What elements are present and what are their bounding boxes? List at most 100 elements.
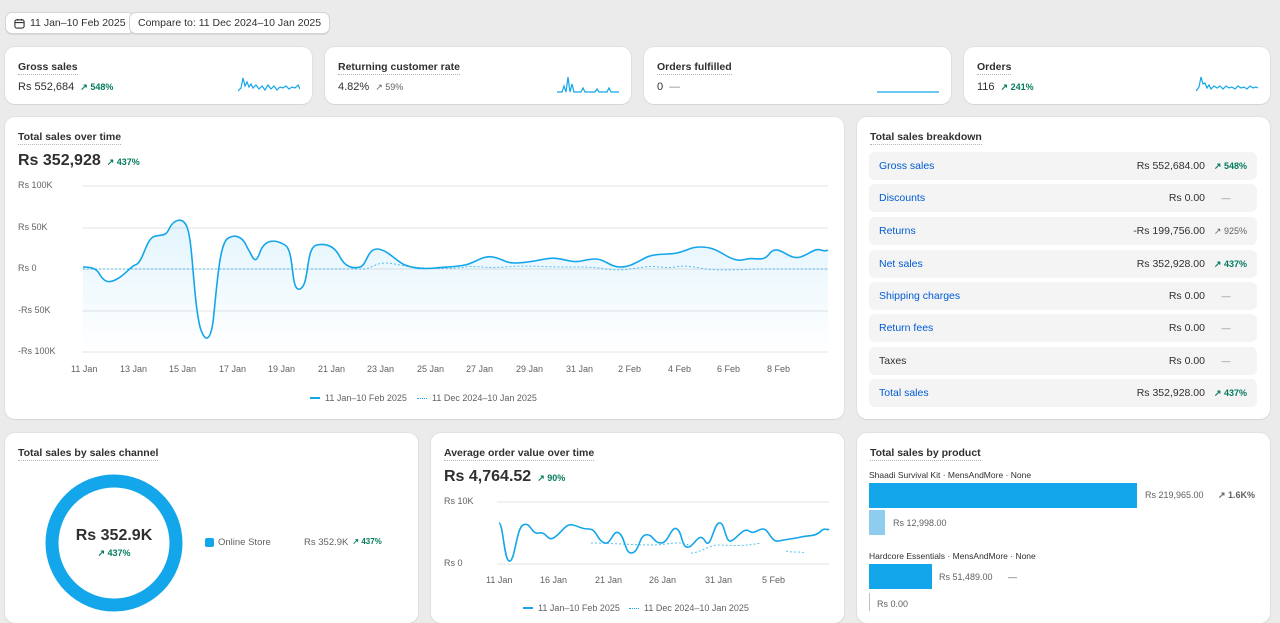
x-tick: 16 Jan: [540, 575, 568, 585]
card-title: Total sales over time: [18, 131, 122, 145]
kpi-change: ↗ 241%: [1000, 81, 1034, 92]
x-tick: 2 Feb: [618, 364, 642, 374]
breakdown-link[interactable]: Total sales: [879, 387, 929, 399]
breakdown-link[interactable]: Returns: [879, 225, 916, 237]
breakdown-link[interactable]: Return fees: [879, 322, 934, 334]
kpi-value: 116: [977, 81, 995, 93]
calendar-icon: [14, 18, 25, 29]
legend-current[interactable]: 11 Jan–10 Feb 2025: [523, 603, 620, 613]
sparkline-chart: [1196, 76, 1258, 92]
compare-button[interactable]: Compare to: 11 Dec 2024–10 Jan 2025: [129, 12, 331, 34]
legend-swatch: [523, 607, 533, 609]
channel-legend[interactable]: Online Store: [205, 537, 271, 548]
sales-by-channel-card: Total sales by sales channel Rs 352.9K ↗…: [5, 433, 418, 623]
breakdown-amount: Rs 552,684.00: [1136, 160, 1205, 172]
breakdown-amount: -Rs 199,756.00: [1133, 225, 1205, 237]
breakdown-row-net-sales: Net sales Rs 352,928.00 ↗ 437%: [869, 250, 1257, 278]
x-tick: 17 Jan: [219, 364, 247, 374]
sparkline-chart: [877, 91, 939, 93]
compare-label: Compare to: 11 Dec 2024–10 Jan 2025: [138, 17, 322, 29]
metric-value: Rs 4,764.52: [444, 468, 532, 485]
legend-previous[interactable]: 11 Dec 2024–10 Jan 2025: [629, 603, 749, 613]
kpi-card-gross-sales[interactable]: Gross sales Rs 552,684 ↗ 548%: [5, 47, 312, 104]
card-title: Total sales by product: [870, 447, 981, 461]
card-title: Total sales by sales channel: [18, 447, 159, 461]
kpi-card-returning-rate[interactable]: Returning customer rate 4.82% ↗ 59%: [325, 47, 631, 104]
breakdown-change: —: [1221, 356, 1231, 366]
breakdown-amount: Rs 0.00: [1168, 290, 1205, 302]
x-tick: 21 Jan: [318, 364, 346, 374]
breakdown-change: —: [1221, 323, 1231, 333]
donut-center-change: ↗ 437%: [97, 548, 131, 558]
breakdown-row-discounts: Discounts Rs 0.00 —: [869, 184, 1257, 212]
kpi-card-orders[interactable]: Orders 116 ↗ 241%: [964, 47, 1270, 104]
y-tick: Rs 0: [444, 558, 463, 568]
product-change: ↗ 1.6K%: [1218, 490, 1256, 500]
metric-change: ↗ 437%: [106, 157, 140, 167]
kpi-title: Orders fulfilled: [657, 61, 732, 75]
x-tick: 8 Feb: [767, 364, 791, 374]
breakdown-row-returns: Returns -Rs 199,756.00 ↗ 925%: [869, 217, 1257, 245]
kpi-change: ↗ 59%: [375, 81, 404, 92]
card-title: Average order value over time: [444, 447, 595, 461]
y-tick: Rs 10K: [444, 496, 474, 506]
total-sales-over-time-card: Total sales over time Rs 352,928 ↗ 437% R…: [5, 117, 844, 419]
breakdown-row-total-sales: Total sales Rs 352,928.00 ↗ 437%: [869, 379, 1257, 407]
breakdown-link[interactable]: Shipping charges: [879, 290, 961, 302]
channel-legend-value: Rs 352.9K ↗ 437%: [304, 537, 382, 548]
metric-value: Rs 352,928: [18, 152, 101, 169]
product-value: Rs 219,965.00: [1145, 490, 1204, 500]
aov-over-time-card: Average order value over time Rs 4,764.5…: [431, 433, 844, 623]
product-bar-baseline: [869, 593, 870, 611]
kpi-title: Gross sales: [18, 61, 78, 75]
product-change: —: [1008, 572, 1017, 582]
y-tick: Rs 100K: [18, 180, 53, 190]
breakdown-row-gross-sales: Gross sales Rs 552,684.00 ↗ 548%: [869, 152, 1257, 180]
sparkline-chart: [238, 77, 300, 92]
breakdown-amount: Rs 0.00: [1168, 192, 1205, 204]
legend-swatch: [205, 538, 214, 547]
breakdown-change: —: [1221, 291, 1231, 301]
breakdown-change: ↗ 925%: [1213, 225, 1247, 236]
y-tick: Rs 50K: [18, 222, 48, 232]
breakdown-change: ↗ 437%: [1213, 387, 1247, 398]
kpi-card-orders-fulfilled[interactable]: Orders fulfilled 0 —: [644, 47, 951, 104]
x-tick: 31 Jan: [566, 364, 594, 374]
donut-center: Rs 352.9K ↗ 437%: [44, 527, 184, 559]
legend-swatch: [629, 607, 639, 609]
kpi-value: Rs 552,684: [18, 81, 75, 93]
x-tick: 11 Jan: [71, 364, 98, 374]
product-bar-previous[interactable]: [869, 510, 885, 535]
x-tick: 5 Feb: [762, 575, 786, 585]
sparkline-chart: [557, 76, 619, 93]
breakdown-link[interactable]: Discounts: [879, 192, 926, 204]
product-bar-current[interactable]: [869, 483, 1137, 508]
y-tick: -Rs 50K: [18, 305, 51, 315]
legend-previous[interactable]: 11 Dec 2024–10 Jan 2025: [417, 393, 537, 403]
x-tick: 25 Jan: [417, 364, 445, 374]
x-tick: 27 Jan: [466, 364, 494, 374]
kpi-change: ↗ 548%: [80, 81, 114, 92]
breakdown-link[interactable]: Gross sales: [879, 160, 935, 172]
product-name: Hardcore Essentials · MensAndMore · None: [869, 551, 1036, 561]
x-tick: 26 Jan: [649, 575, 677, 585]
x-tick: 29 Jan: [516, 364, 544, 374]
breakdown-change: ↗ 437%: [1213, 258, 1247, 269]
x-tick: 19 Jan: [268, 364, 296, 374]
kpi-value: 0: [657, 81, 664, 93]
metric-change: ↗ 90%: [537, 473, 566, 483]
x-tick: 31 Jan: [705, 575, 733, 585]
sales-by-product-card: Total sales by product Shaadi Survival K…: [857, 433, 1270, 623]
breakdown-change: ↗ 548%: [1213, 160, 1247, 171]
kpi-title: Orders: [977, 61, 1012, 75]
breakdown-link[interactable]: Net sales: [879, 258, 923, 270]
x-tick: 15 Jan: [169, 364, 197, 374]
product-bar-current[interactable]: [869, 564, 932, 589]
date-range-button[interactable]: 11 Jan–10 Feb 2025: [5, 12, 135, 34]
x-tick: 21 Jan: [595, 575, 623, 585]
legend-current[interactable]: 11 Jan–10 Feb 2025: [310, 393, 407, 403]
x-tick: 13 Jan: [120, 364, 148, 374]
breakdown-row-taxes: Taxes Rs 0.00 —: [869, 347, 1257, 375]
sales-breakdown-card: Total sales breakdown Gross sales Rs 552…: [857, 117, 1270, 419]
product-prev-value: Rs 0.00: [877, 599, 909, 609]
